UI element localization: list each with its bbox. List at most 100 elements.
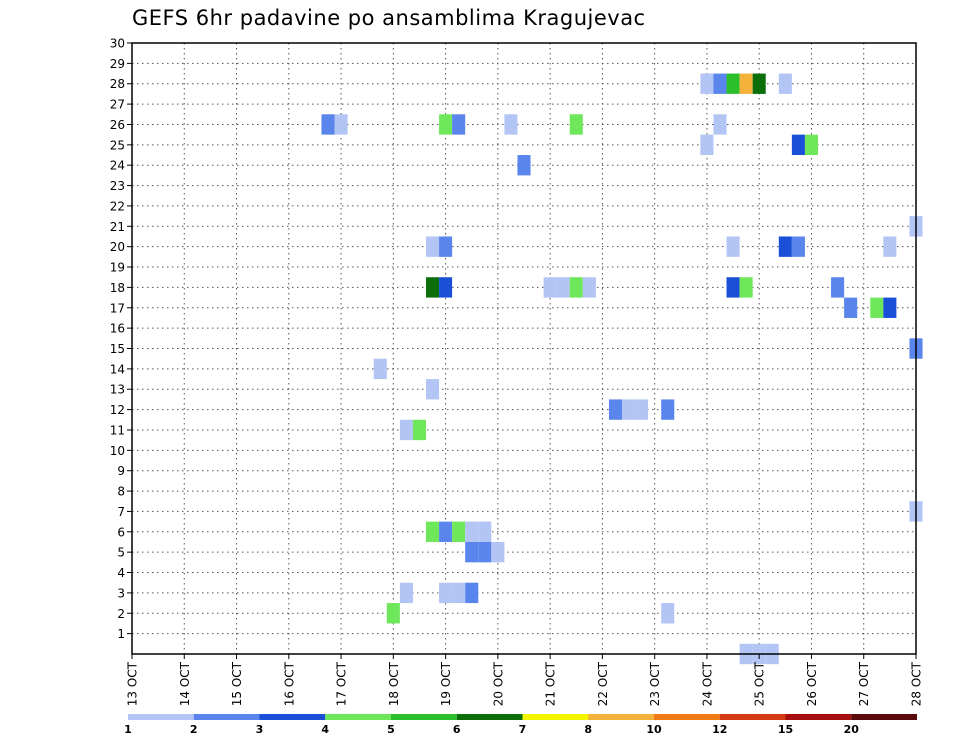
precip-cell [569, 114, 583, 135]
y-tick-label: 28 [110, 77, 125, 91]
precip-cell [804, 134, 818, 156]
precip-cell [582, 277, 596, 298]
precip-cell [778, 236, 792, 257]
y-tick-label: 2 [117, 607, 125, 621]
precip-cell [778, 73, 792, 94]
legend-swatch [588, 714, 654, 720]
precip-cell [399, 419, 413, 441]
precip-cell [556, 277, 570, 298]
y-tick-label: 1 [117, 627, 125, 641]
x-tick-label: 18 OCT [387, 661, 401, 706]
precip-cell [700, 73, 714, 94]
precip-cell [465, 541, 479, 563]
x-tick-label: 16 OCT [282, 661, 296, 706]
y-tick-label: 24 [110, 159, 125, 173]
y-tick-label: 10 [110, 444, 125, 458]
precip-cell [491, 541, 505, 563]
legend-swatch [851, 714, 917, 720]
precip-cell [399, 582, 413, 604]
precip-cell [439, 582, 453, 604]
precip-cell [739, 73, 753, 94]
y-tick-label: 19 [110, 261, 125, 275]
precip-cell [883, 236, 897, 257]
y-tick-label: 5 [117, 546, 125, 560]
x-tick-label: 25 OCT [753, 661, 767, 706]
precip-cell [831, 277, 845, 298]
x-tick-label: 14 OCT [178, 661, 192, 706]
y-tick-label: 18 [110, 281, 125, 295]
y-tick-label: 4 [117, 566, 125, 580]
precip-cell [452, 582, 466, 604]
legend-label: 8 [584, 723, 592, 736]
x-tick-label: 19 OCT [439, 661, 453, 706]
precip-cell [844, 297, 858, 318]
precip-cell [465, 521, 479, 542]
y-tick-label: 11 [110, 423, 125, 437]
x-tick-label: 27 OCT [857, 661, 871, 706]
y-tick-label: 17 [110, 301, 125, 315]
y-tick-label: 8 [117, 485, 125, 499]
x-tick-label: 23 OCT [648, 661, 662, 706]
precip-cell [726, 236, 740, 257]
y-tick-label: 14 [110, 362, 125, 376]
x-tick-label: 15 OCT [230, 661, 244, 706]
x-tick-label: 28 OCT [910, 661, 924, 706]
legend-label: 20 [844, 723, 860, 736]
legend-label: 6 [453, 723, 461, 736]
legend-label: 15 [778, 723, 793, 736]
legend-label: 2 [190, 723, 198, 736]
y-tick-label: 15 [110, 342, 125, 356]
x-tick-label: 20 OCT [491, 661, 505, 706]
x-tick-label: 24 OCT [700, 661, 714, 706]
x-tick-label: 17 OCT [335, 661, 349, 706]
precip-cell [439, 521, 453, 542]
precip-cell [791, 236, 805, 257]
legend-label: 1 [124, 723, 132, 736]
y-tick-label: 27 [110, 98, 125, 112]
y-tick-label: 30 [110, 37, 125, 51]
color-legend: 1 2 3 4 5 6 7 8 10 12 15 20 [124, 714, 917, 736]
legend-label: 7 [519, 723, 527, 736]
precip-cell [439, 277, 453, 298]
precip-cell [661, 603, 675, 624]
legend-swatch [654, 714, 720, 720]
precip-cell [870, 297, 884, 318]
legend-label: 10 [646, 723, 662, 736]
y-tick-label: 16 [110, 322, 125, 336]
y-tick-label: 9 [117, 464, 125, 478]
precip-cell [439, 236, 453, 257]
x-tick-label: 21 OCT [544, 661, 558, 706]
precip-cell [883, 297, 897, 318]
legend-swatch [128, 714, 194, 720]
y-tick-label: 3 [117, 586, 125, 600]
y-tick-label: 23 [110, 179, 125, 193]
precip-cell [517, 155, 531, 176]
precip-cell [752, 73, 766, 94]
y-tick-label: 21 [110, 220, 125, 234]
precip-cell [635, 399, 649, 420]
legend-swatch [193, 714, 260, 720]
legend-label: 4 [321, 723, 329, 736]
legend-swatch [391, 714, 457, 720]
precip-cell [622, 399, 636, 420]
legend-label: 5 [387, 723, 395, 736]
legend-label: 3 [256, 723, 264, 736]
y-axis: 1234567891011121314151617181920212223242… [110, 37, 132, 641]
precip-cell [334, 114, 348, 135]
precip-cell [791, 134, 805, 156]
precip-cell [452, 114, 466, 135]
precip-cell [569, 277, 583, 298]
x-tick-label: 13 OCT [126, 661, 140, 706]
legend-swatch [259, 714, 326, 720]
legend-swatch [719, 714, 786, 720]
legend-swatch [785, 714, 852, 720]
y-tick-label: 6 [117, 525, 125, 539]
precip-cell [452, 521, 466, 542]
precip-cell [726, 277, 740, 298]
precip-cell [504, 114, 518, 135]
precip-cell [426, 277, 440, 298]
precip-cell [543, 277, 557, 298]
y-tick-label: 12 [110, 403, 125, 417]
precip-cell [439, 114, 453, 135]
